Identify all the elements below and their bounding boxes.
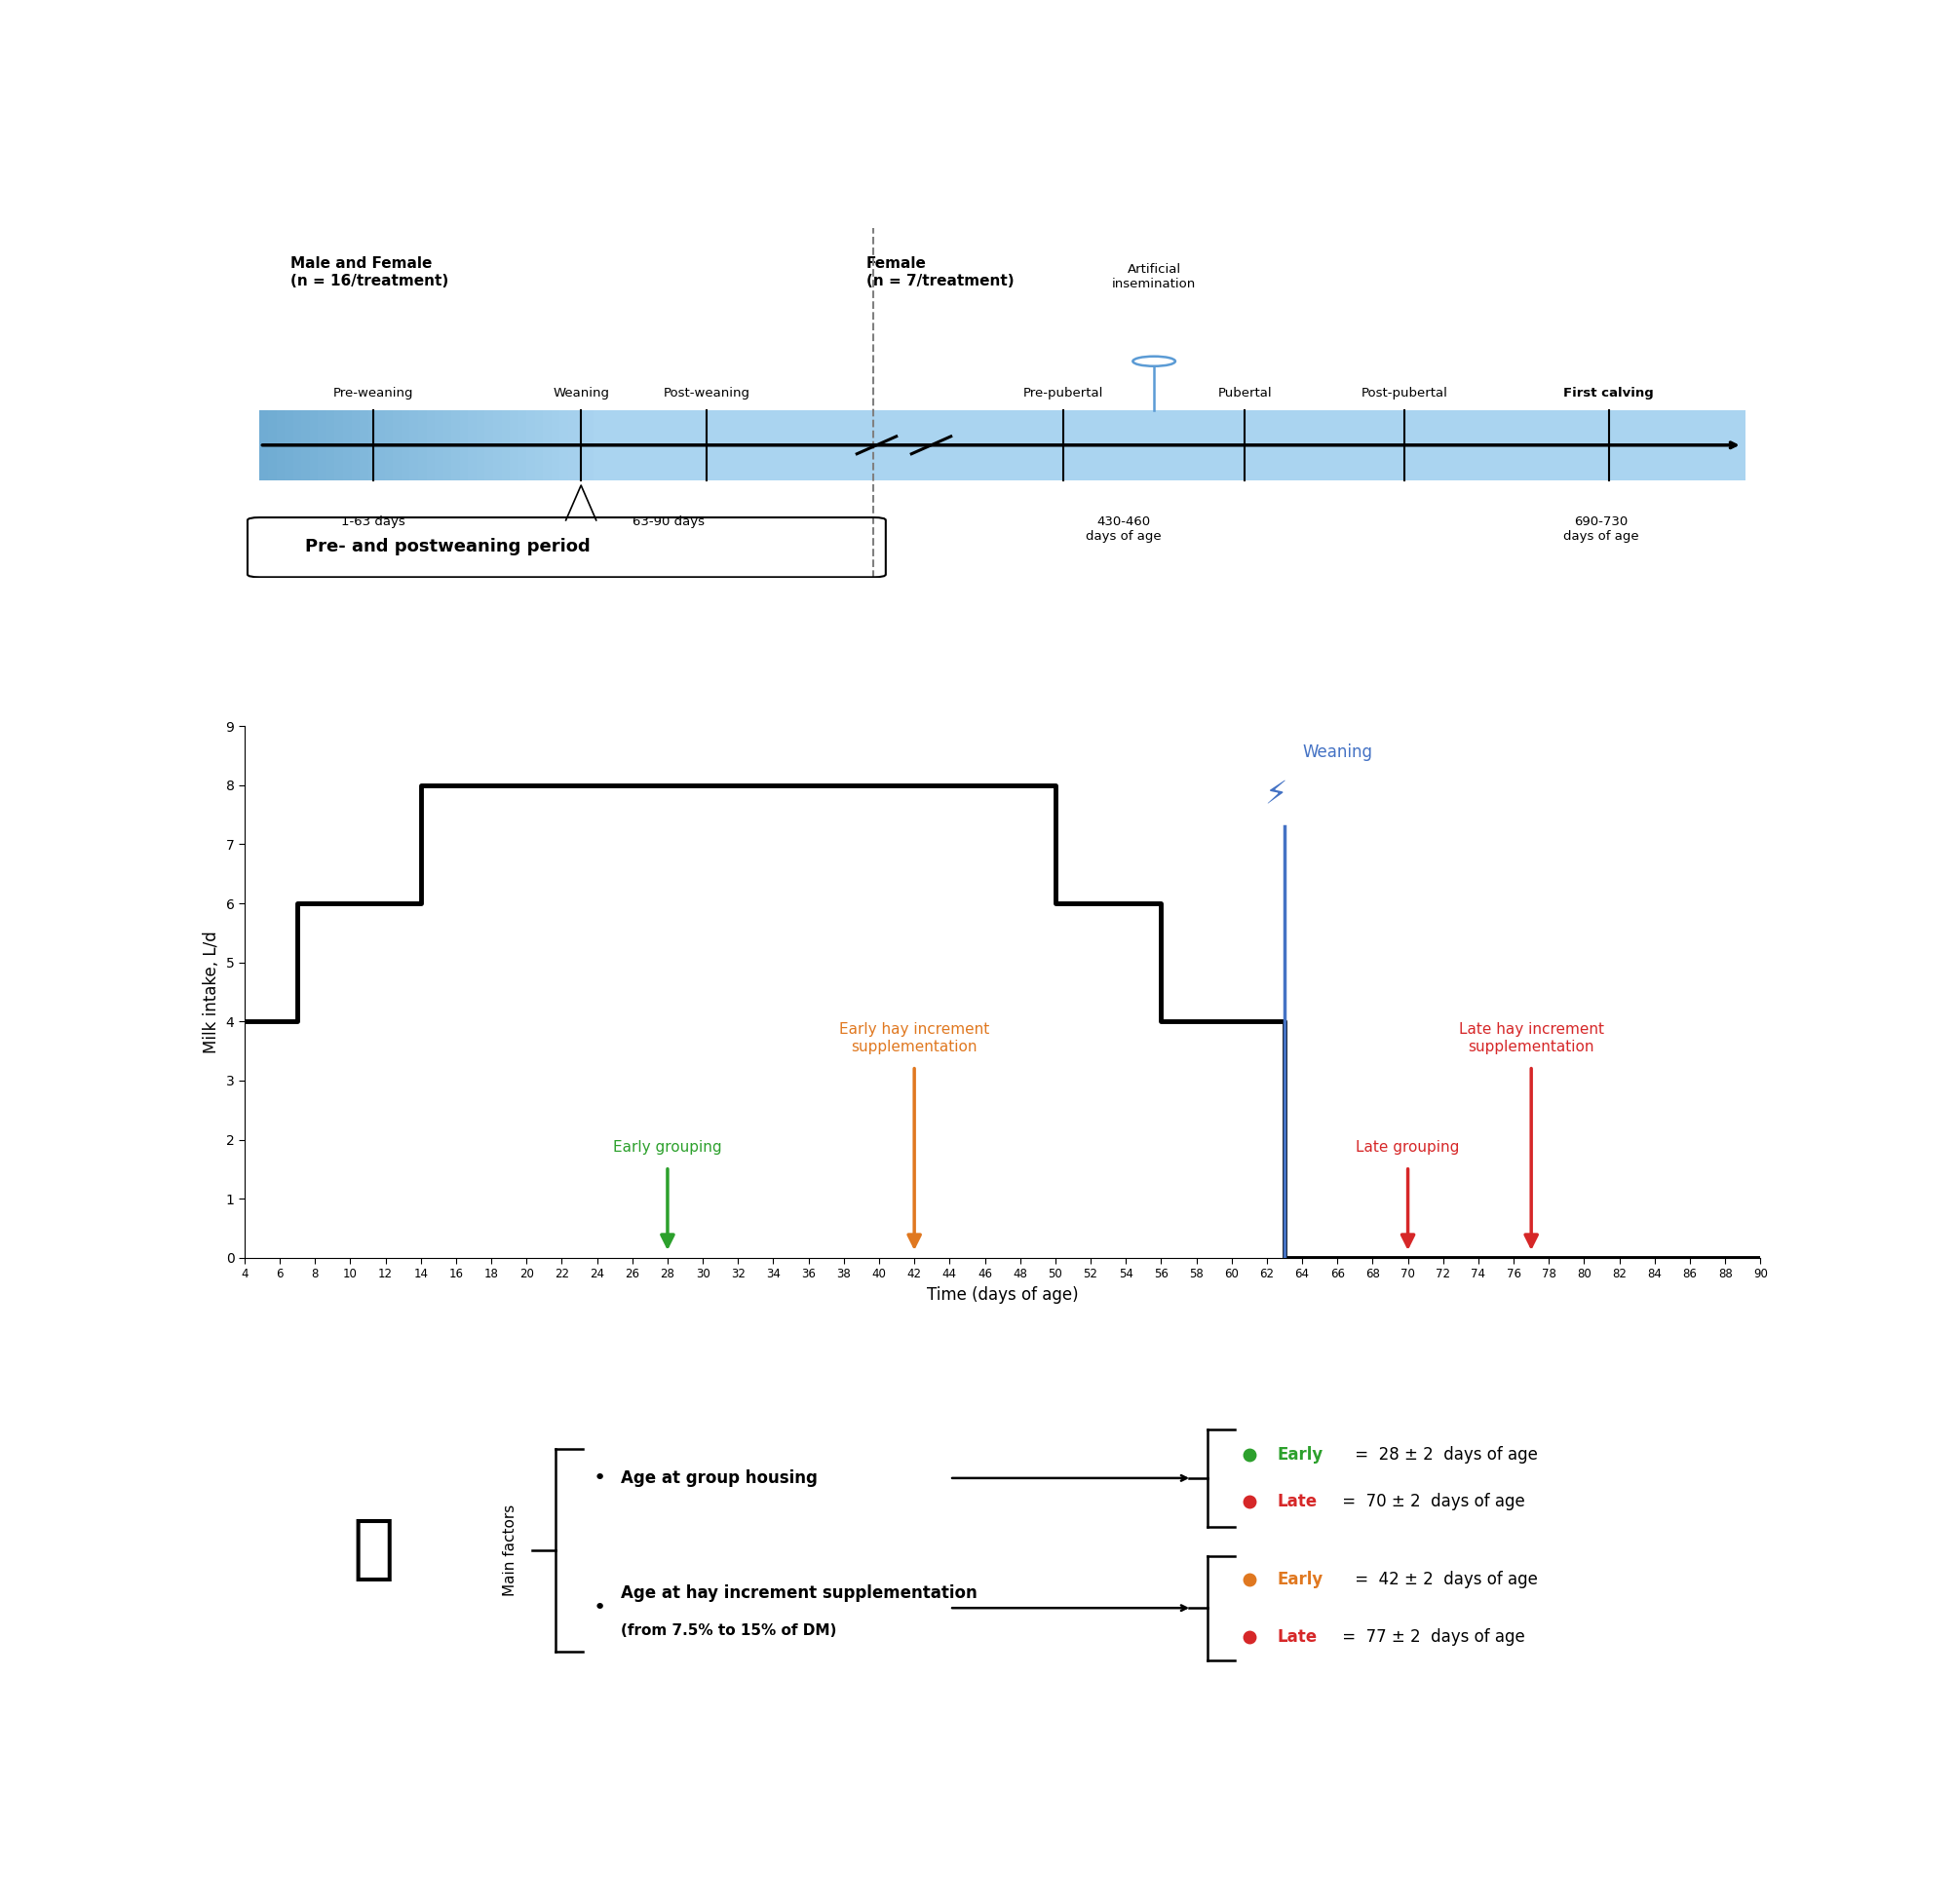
- Bar: [467, 409, 477, 480]
- Text: Early hay increment
supplementation: Early hay increment supplementation: [839, 1022, 990, 1055]
- X-axis label: Time (days of age): Time (days of age): [927, 1285, 1078, 1304]
- Text: Pre- and postweaning period: Pre- and postweaning period: [305, 537, 591, 556]
- Bar: [352, 409, 360, 480]
- Text: Late: Late: [1277, 1493, 1316, 1510]
- Bar: [518, 409, 526, 480]
- Bar: [385, 409, 393, 480]
- Bar: [260, 409, 1745, 480]
- Bar: [368, 409, 376, 480]
- Text: •: •: [593, 1597, 606, 1618]
- Bar: [286, 409, 293, 480]
- Bar: [360, 409, 368, 480]
- Bar: [559, 409, 567, 480]
- Text: Pubertal: Pubertal: [1219, 387, 1271, 400]
- Text: •: •: [593, 1468, 606, 1487]
- Bar: [342, 409, 352, 480]
- Bar: [434, 409, 444, 480]
- Text: Post-weaning: Post-weaning: [663, 387, 751, 400]
- Bar: [452, 409, 460, 480]
- Bar: [585, 409, 593, 480]
- Text: Early grouping: Early grouping: [612, 1140, 722, 1154]
- Text: =  28 ± 2  days of age: = 28 ± 2 days of age: [1350, 1447, 1537, 1464]
- Bar: [393, 409, 401, 480]
- Text: Artificial
insemination: Artificial insemination: [1113, 263, 1195, 291]
- Text: Pre-pubertal: Pre-pubertal: [1023, 387, 1103, 400]
- Text: (from 7.5% to 15% of DM): (from 7.5% to 15% of DM): [620, 1624, 837, 1637]
- Text: Pre-weaning: Pre-weaning: [333, 387, 413, 400]
- Bar: [268, 409, 276, 480]
- Text: Main factors: Main factors: [503, 1504, 516, 1596]
- Text: 63-90 days: 63-90 days: [634, 514, 704, 527]
- Bar: [501, 409, 511, 480]
- Bar: [477, 409, 485, 480]
- Text: Weaning: Weaning: [1303, 744, 1373, 762]
- Text: Late: Late: [1277, 1628, 1316, 1645]
- Text: ⚡: ⚡: [1264, 779, 1287, 809]
- Bar: [577, 409, 585, 480]
- Bar: [534, 409, 544, 480]
- Bar: [409, 409, 419, 480]
- Text: 🐄: 🐄: [352, 1517, 395, 1584]
- Bar: [327, 409, 334, 480]
- Bar: [419, 409, 426, 480]
- Bar: [401, 409, 409, 480]
- Bar: [552, 409, 559, 480]
- Text: Female
(n = 7/treatment): Female (n = 7/treatment): [867, 257, 1013, 288]
- Bar: [526, 409, 534, 480]
- Text: Late hay increment
supplementation: Late hay increment supplementation: [1459, 1022, 1604, 1055]
- Bar: [276, 409, 286, 480]
- Bar: [334, 409, 342, 480]
- Text: Age at group housing: Age at group housing: [620, 1470, 818, 1487]
- Text: =  77 ± 2  days of age: = 77 ± 2 days of age: [1338, 1628, 1526, 1645]
- Text: Age at hay increment supplementation: Age at hay increment supplementation: [620, 1584, 976, 1603]
- Text: =  70 ± 2  days of age: = 70 ± 2 days of age: [1338, 1493, 1526, 1510]
- Text: 690-730
days of age: 690-730 days of age: [1563, 514, 1639, 543]
- Y-axis label: Milk intake, L/d: Milk intake, L/d: [203, 931, 221, 1053]
- Bar: [567, 409, 577, 480]
- Bar: [301, 409, 309, 480]
- Bar: [444, 409, 452, 480]
- Bar: [426, 409, 434, 480]
- Bar: [319, 409, 327, 480]
- Bar: [460, 409, 467, 480]
- Text: Late grouping: Late grouping: [1356, 1140, 1459, 1154]
- Bar: [493, 409, 501, 480]
- Text: Weaning: Weaning: [554, 387, 608, 400]
- Text: Early: Early: [1277, 1447, 1322, 1464]
- Text: Male and Female
(n = 16/treatment): Male and Female (n = 16/treatment): [289, 257, 448, 288]
- Text: 1-63 days: 1-63 days: [340, 514, 405, 527]
- Bar: [309, 409, 319, 480]
- Bar: [260, 409, 268, 480]
- Text: Post-pubertal: Post-pubertal: [1361, 387, 1447, 400]
- Bar: [511, 409, 518, 480]
- Bar: [293, 409, 301, 480]
- Bar: [485, 409, 493, 480]
- Text: =  42 ± 2  days of age: = 42 ± 2 days of age: [1350, 1571, 1537, 1588]
- Bar: [544, 409, 552, 480]
- Bar: [376, 409, 385, 480]
- Text: 430-460
days of age: 430-460 days of age: [1086, 514, 1162, 543]
- Text: First calving: First calving: [1563, 387, 1655, 400]
- Text: Early: Early: [1277, 1571, 1322, 1588]
